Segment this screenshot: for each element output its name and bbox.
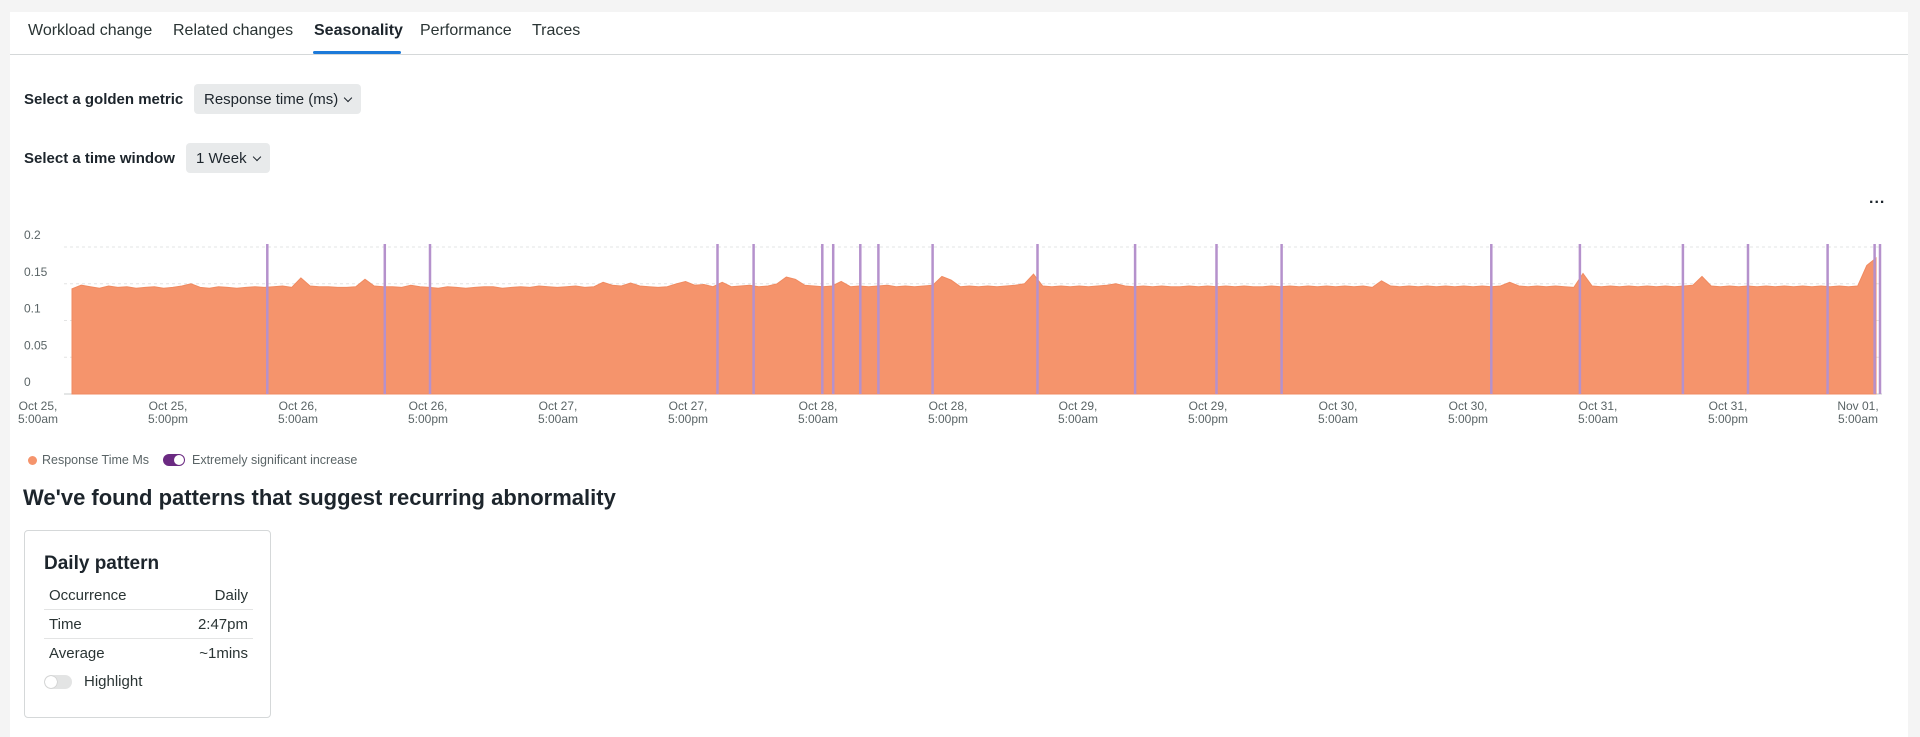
pattern-row-occurrence: Occurrence Daily bbox=[44, 581, 253, 610]
patterns-headline: We've found patterns that suggest recurr… bbox=[23, 485, 616, 510]
chevron-down-icon bbox=[343, 93, 353, 102]
chart-area-layer bbox=[71, 256, 1877, 395]
response-time-area bbox=[71, 256, 1877, 395]
pattern-row-average: Average ~1mins bbox=[44, 639, 253, 668]
daily-pattern-card: Daily pattern Occurrence Daily Time 2:47… bbox=[24, 530, 271, 718]
golden-metric-value: Response time (ms) bbox=[204, 90, 339, 108]
chart-x-tick-label: Oct 25, 5:00pm bbox=[148, 399, 188, 426]
pattern-row-time: Time 2:47pm bbox=[44, 610, 253, 639]
chart-y-tick-label: 0.1 bbox=[24, 302, 41, 316]
chart-x-tick-label: Oct 29, 5:00am bbox=[1058, 399, 1098, 426]
pattern-row-value: Daily bbox=[214, 586, 248, 604]
pattern-row-label: Average bbox=[49, 645, 105, 662]
chart-x-tick-label: Oct 28, 5:00am bbox=[798, 399, 838, 426]
chevron-down-icon bbox=[252, 152, 261, 161]
chart-x-tick-label: Oct 27, 5:00pm bbox=[668, 399, 708, 426]
toggle-knob bbox=[45, 675, 57, 688]
chart-x-tick-label: Oct 25, 5:00am bbox=[18, 399, 58, 426]
pattern-row-value: ~1mins bbox=[199, 645, 248, 662]
chart-y-tick-label: 0.2 bbox=[24, 228, 41, 242]
chart-x-tick-label: Oct 31, 5:00pm bbox=[1708, 399, 1748, 426]
tab-traces[interactable]: Traces bbox=[532, 22, 581, 39]
chart-marker-layer bbox=[266, 244, 1882, 394]
chart-x-tick-label: Oct 30, 5:00pm bbox=[1448, 399, 1488, 426]
golden-metric-label: Select a golden metric bbox=[24, 91, 184, 108]
seasonality-panel: Workload change Related changes Seasonal… bbox=[10, 12, 1908, 737]
chart-x-tick-label: Nov 01, 5:00am bbox=[1837, 399, 1878, 426]
chart-y-ticks: 0 0.05 0.1 0.15 0.2 bbox=[24, 228, 48, 389]
chart-y-tick-label: 0 bbox=[24, 375, 31, 389]
active-tab-indicator bbox=[313, 51, 401, 54]
chart-x-ticks: Oct 25, 5:00am Oct 25, 5:00pm Oct 26, 5:00am O… bbox=[18, 399, 1879, 426]
highlight-toggle[interactable] bbox=[44, 674, 72, 689]
time-window-select[interactable]: 1 Week bbox=[186, 143, 270, 173]
pattern-card-title: Daily pattern bbox=[44, 553, 160, 574]
pattern-row-label: Occurrence bbox=[49, 586, 127, 604]
chart-x-tick-label: Oct 27, 5:00am bbox=[538, 399, 578, 426]
tab-seasonality[interactable]: Seasonality bbox=[314, 22, 403, 39]
time-window-label: Select a time window bbox=[24, 150, 175, 167]
toggle-knob bbox=[173, 455, 184, 465]
chart-x-tick-label: Oct 30, 5:00am bbox=[1318, 399, 1358, 426]
legend-series-label: Response Time Ms bbox=[42, 453, 149, 467]
chart-x-tick-label: Oct 26, 5:00pm bbox=[408, 399, 448, 426]
chart-x-tick-label: Oct 29, 5:00pm bbox=[1188, 399, 1228, 426]
chart-y-tick-label: 0.05 bbox=[24, 338, 48, 352]
time-window-value: 1 Week bbox=[196, 149, 247, 167]
chart-x-tick-label: Oct 28, 5:00pm bbox=[928, 399, 968, 426]
legend-series-swatch bbox=[28, 455, 37, 465]
tab-bar: Workload change Related changes Seasonal… bbox=[10, 12, 1908, 55]
marker-toggle[interactable] bbox=[162, 454, 185, 466]
chart-legend: Response Time Ms Extremely significant i… bbox=[28, 452, 357, 468]
legend-marker-label: Extremely significant increase bbox=[191, 453, 358, 467]
golden-metric-select[interactable]: Response time (ms) bbox=[194, 84, 362, 114]
pattern-row-value: 2:47pm bbox=[197, 615, 248, 633]
chart-y-tick-label: 0.15 bbox=[24, 265, 48, 279]
chart-more-menu-icon[interactable]: ... bbox=[1869, 190, 1886, 207]
highlight-label: Highlight bbox=[84, 673, 143, 690]
pattern-row-label: Time bbox=[49, 615, 82, 633]
chart-x-tick-label: Oct 31, 5:00am bbox=[1578, 399, 1618, 426]
tab-performance[interactable]: Performance bbox=[420, 22, 512, 39]
tab-related-changes[interactable]: Related changes bbox=[173, 22, 294, 39]
tab-workload-change[interactable]: Workload change bbox=[28, 22, 153, 39]
chart-x-tick-label: Oct 26, 5:00am bbox=[278, 399, 318, 426]
highlight-row: Highlight bbox=[44, 673, 142, 690]
